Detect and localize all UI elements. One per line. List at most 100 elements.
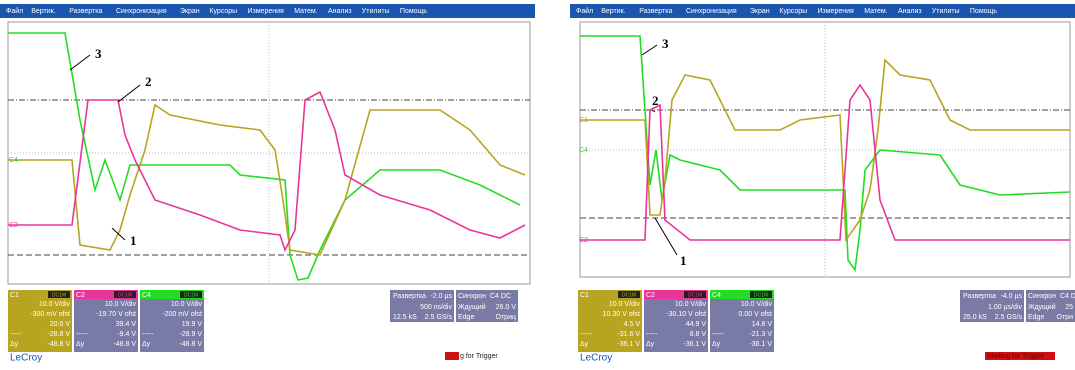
- trigger-field: Ждущий: [458, 303, 486, 311]
- trace-marker: 2: [652, 93, 659, 108]
- menu-item: Утилиты: [932, 8, 960, 15]
- trigger-field: Отриц: [496, 314, 516, 321]
- row-value: 10.0 V/div: [741, 301, 773, 308]
- trace-tag: C1: [579, 117, 588, 124]
- menu-item: Помощь: [970, 8, 997, 15]
- row-label: -----: [580, 331, 592, 338]
- menu-item: Файл: [6, 7, 23, 15]
- coupling: DC1M: [52, 292, 66, 298]
- row-value: 0.00 V ofst: [739, 311, 773, 318]
- menu-item: Экран: [750, 8, 770, 15]
- coupling: DC1M: [754, 292, 768, 298]
- timebase-field: -2.0 µs: [430, 293, 452, 300]
- coupling: DC1M: [622, 292, 636, 298]
- row-label: -----: [10, 331, 22, 338]
- row-value: 10.30 V ofst: [603, 311, 640, 318]
- row-value: 10.0 V/div: [105, 301, 137, 308]
- logo: LeCroy: [580, 353, 612, 364]
- row-value: -36.1 V: [683, 341, 706, 348]
- channel-name: C2: [646, 292, 655, 299]
- menu-item: Курсоры: [779, 8, 807, 15]
- row-value: 44.9 V: [686, 321, 707, 328]
- menu-item: Курсоры: [209, 8, 237, 15]
- row-label: -----: [142, 331, 154, 338]
- row-value: -30.10 V ofst: [666, 311, 706, 318]
- row-value: 14.8 V: [752, 321, 773, 328]
- row-value: -21.3 V: [749, 331, 772, 338]
- coupling: DC1M: [688, 292, 702, 298]
- row-value: -31.6 V: [617, 331, 640, 338]
- menu-item: Измерения: [248, 8, 285, 15]
- menu-item: Матем.: [864, 8, 887, 15]
- row-label: Δy: [142, 341, 151, 348]
- trace-marker: 3: [95, 46, 102, 61]
- row-value: 10.0 V/div: [675, 301, 707, 308]
- row-label: Δy: [646, 341, 655, 348]
- trigger-field: Синхрон: [458, 293, 486, 300]
- menu-item: Синхронизация: [686, 8, 737, 15]
- row-label: Δy: [10, 341, 19, 348]
- coupling: DC1M: [184, 292, 198, 298]
- row-value: -19.70 V ofst: [96, 311, 136, 318]
- menu-item: Синхронизация: [116, 8, 167, 15]
- trace-tag: C2: [9, 222, 18, 229]
- timebase-field: Развертка: [393, 293, 426, 300]
- trigger-field: C4 DC: [490, 293, 511, 300]
- row-label: -----: [712, 331, 724, 338]
- screenshot: Файл Вертик. Развертка Синхронизация Экран Ку…: [0, 0, 1075, 365]
- menu-item: Файл: [576, 7, 593, 15]
- status: Waiting for Trigger: [987, 353, 1045, 360]
- row-value: 10.0 V/div: [39, 301, 71, 308]
- trigger-field: 26.0 V: [496, 304, 517, 311]
- row-value: 39.4 V: [116, 321, 137, 328]
- row-label: Δy: [76, 341, 85, 348]
- trigger-field: 25: [1065, 304, 1073, 311]
- timebase-field: 2.5 GS/s: [425, 314, 453, 321]
- status: g for Trigger: [460, 353, 498, 360]
- row-value: -300 mV ofst: [30, 311, 70, 318]
- timebase-field: 2.5 GS/s: [995, 314, 1023, 321]
- trigger-field: Edge: [458, 314, 474, 321]
- timebase-field: -4.0 µs: [1000, 293, 1022, 300]
- status-box: [445, 352, 459, 360]
- row-label: Δy: [580, 341, 589, 348]
- menu-item: Вертик.: [601, 8, 625, 15]
- trace-marker: 2: [145, 74, 152, 89]
- row-value: 19.9 V: [182, 321, 203, 328]
- trace-marker: 3: [662, 36, 669, 51]
- menu-item: Развертка: [639, 8, 672, 15]
- trace-tag: C4: [9, 157, 18, 164]
- row-value: 10.0 V/div: [609, 301, 641, 308]
- timebase-field: 500 ns/div: [420, 304, 452, 311]
- trigger-field: Отри: [1057, 314, 1074, 321]
- menu-item: Матем.: [294, 8, 317, 15]
- row-value: -36.1 V: [617, 341, 640, 348]
- trigger-field: C4 DC: [1060, 293, 1075, 300]
- trace-tag: C2: [579, 237, 588, 244]
- menu-item: Анализ: [328, 8, 352, 15]
- row-label: Δy: [712, 341, 721, 348]
- row-value: -36.1 V: [749, 341, 772, 348]
- trace-marker: 1: [130, 233, 137, 248]
- channel-name: C1: [580, 292, 589, 299]
- row-label: -----: [646, 331, 658, 338]
- timebase-field: 25.0 kS: [963, 314, 987, 321]
- menu-item: Анализ: [898, 8, 922, 15]
- trace-marker: 1: [680, 253, 687, 268]
- timebase-field: 1.00 µs/div: [988, 304, 1022, 311]
- row-value: -48.8 V: [47, 341, 70, 348]
- channel-name: C4: [712, 292, 721, 299]
- menu-item: Измерения: [818, 8, 855, 15]
- row-value: -28.9 V: [179, 331, 202, 338]
- row-value: 20.0 V: [50, 321, 71, 328]
- channel-name: C1: [10, 292, 19, 299]
- coupling: DC1M: [118, 292, 132, 298]
- menu-item: Развертка: [69, 8, 102, 15]
- channel-name: C2: [76, 292, 85, 299]
- row-value: 8.8 V: [690, 331, 707, 338]
- menu-item: Экран: [180, 8, 200, 15]
- menu-item: Утилиты: [362, 8, 390, 15]
- channel-name: C4: [142, 292, 151, 299]
- row-value: -28.8 V: [47, 331, 70, 338]
- row-value: -48.8 V: [179, 341, 202, 348]
